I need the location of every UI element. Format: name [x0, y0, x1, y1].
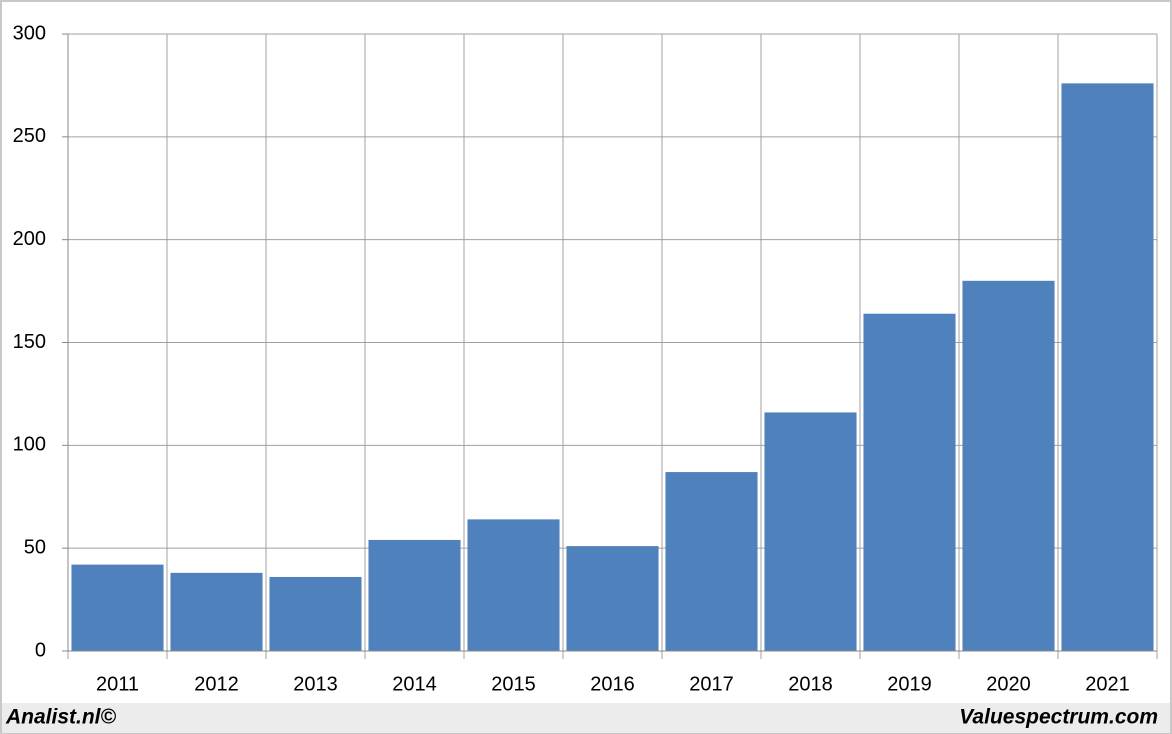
- bar: [170, 572, 263, 651]
- y-tick-label: 200: [13, 228, 46, 250]
- y-tick-label: 250: [13, 125, 46, 147]
- x-tick-label: 2012: [194, 673, 239, 695]
- x-tick-label: 2020: [986, 673, 1031, 695]
- x-tick-label: 2021: [1085, 673, 1130, 695]
- y-tick-label: 50: [24, 536, 46, 558]
- footer-bar: [2, 703, 1170, 733]
- x-tick-label: 2019: [887, 673, 932, 695]
- footer-left: Analist.nl©: [5, 706, 117, 729]
- bar: [665, 472, 758, 651]
- x-tick-label: 2015: [491, 673, 536, 695]
- y-tick-label: 300: [13, 22, 46, 44]
- bar: [863, 313, 956, 651]
- bar: [962, 280, 1055, 651]
- bar: [467, 519, 560, 651]
- bar: [764, 412, 857, 651]
- bar: [71, 564, 164, 651]
- bar: [269, 576, 362, 651]
- x-tick-label: 2014: [392, 673, 437, 695]
- y-tick-label: 0: [35, 639, 46, 661]
- x-tick-label: 2011: [96, 673, 139, 695]
- x-tick-label: 2013: [293, 673, 338, 695]
- x-tick-label: 2017: [689, 673, 734, 695]
- y-tick-label: 150: [13, 331, 46, 353]
- bar: [566, 546, 659, 651]
- footer-right: Valuespectrum.com: [959, 706, 1158, 729]
- y-tick-label: 100: [13, 434, 46, 456]
- bar: [1061, 83, 1154, 652]
- bar: [368, 539, 461, 651]
- x-tick-label: 2018: [788, 673, 833, 695]
- x-tick-label: 2016: [590, 673, 635, 695]
